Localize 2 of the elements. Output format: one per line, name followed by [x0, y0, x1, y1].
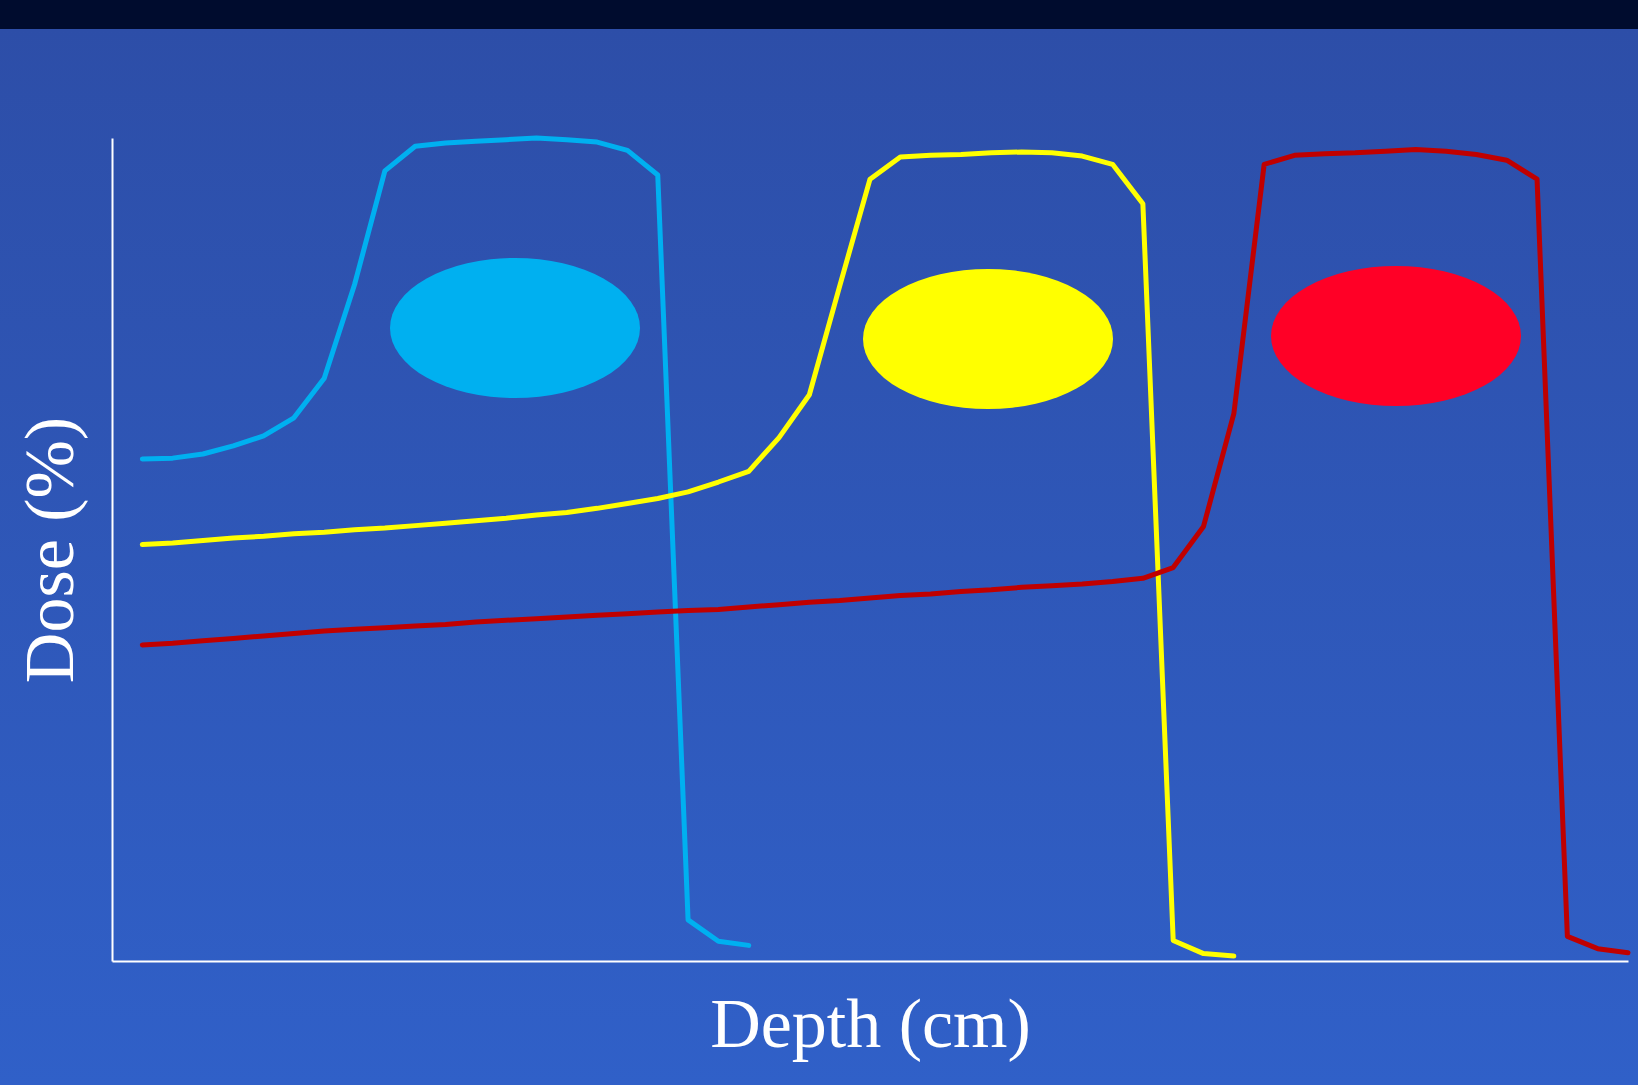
x-axis-title: Depth (cm): [710, 984, 1031, 1062]
y-axis-title: Dose (%): [10, 416, 88, 684]
